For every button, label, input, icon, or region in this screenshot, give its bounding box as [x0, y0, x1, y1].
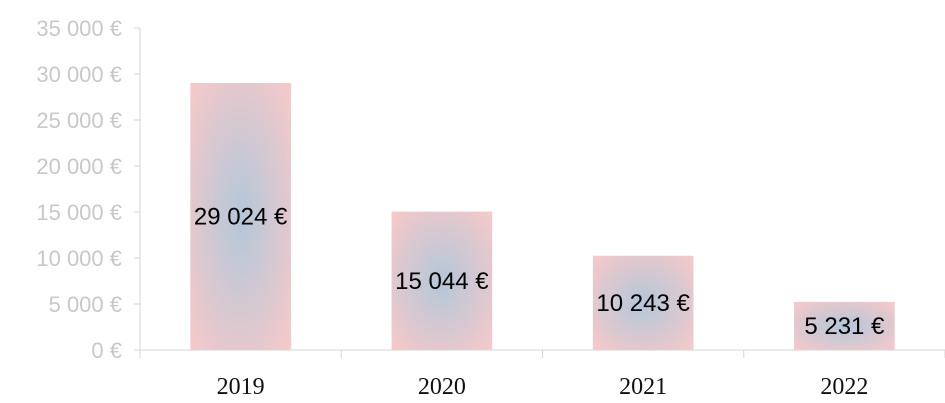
y-tick-label: 0 € [91, 338, 122, 363]
x-axis: 2019 2020 2021 2022 [139, 349, 945, 400]
x-tick-label: 2022 [820, 374, 868, 400]
y-tick-label: 20 000 € [36, 154, 122, 179]
y-tick-label: 30 000 € [36, 62, 122, 87]
bar [190, 82, 291, 351]
y-tick-label: 10 000 € [36, 246, 122, 271]
y-tick-label: 35 000 € [36, 16, 122, 41]
bar [794, 301, 895, 350]
y-axis: 0 € 5 000 € 10 000 € 15 000 € 20 000 € 25 000… [36, 16, 141, 363]
data-labels: 29 024 € 15 044 € 10 243 € 5 231 € [194, 203, 885, 339]
x-tick-label: 2019 [217, 374, 265, 400]
data-label: 10 243 € [596, 290, 690, 317]
x-tick-label: 2021 [619, 374, 667, 400]
data-label: 29 024 € [194, 203, 288, 230]
x-tick-label: 2020 [418, 374, 466, 400]
y-tick-label: 5 000 € [49, 292, 122, 317]
bars [190, 82, 895, 351]
data-label: 15 044 € [395, 268, 489, 295]
bar [592, 255, 694, 350]
bar [391, 211, 493, 350]
y-tick-label: 15 000 € [36, 200, 122, 225]
y-tick-label: 25 000 € [36, 108, 122, 133]
data-label: 5 231 € [804, 313, 885, 340]
